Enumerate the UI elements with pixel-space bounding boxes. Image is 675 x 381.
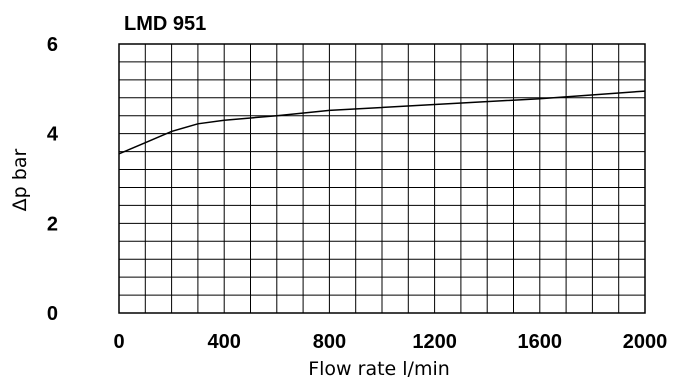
x-tick-label-5: 2000 <box>623 331 668 353</box>
x-tick-labels: 0 400 800 1200 1600 2000 <box>113 331 667 353</box>
y-tick-labels: 0 2 4 6 <box>47 34 59 325</box>
y-tick-label-3: 6 <box>47 34 58 56</box>
plot-frame <box>118 43 646 314</box>
x-tick-label-4: 1600 <box>518 331 563 353</box>
x-tick-label-1: 400 <box>208 331 241 353</box>
x-tick-label-0: 0 <box>113 331 124 353</box>
y-axis-label: Δp bar <box>9 149 31 212</box>
chart-title: LMD 951 <box>124 13 206 35</box>
y-tick-label-1: 2 <box>47 213 58 235</box>
x-tick-label-3: 1200 <box>412 331 457 353</box>
x-axis-label: Flow rate l/min <box>308 358 450 380</box>
grid <box>119 44 645 313</box>
y-tick-label-0: 0 <box>47 303 58 325</box>
y-tick-label-2: 4 <box>47 124 59 146</box>
x-tick-label-2: 800 <box>313 331 346 353</box>
series-line <box>118 90 646 155</box>
